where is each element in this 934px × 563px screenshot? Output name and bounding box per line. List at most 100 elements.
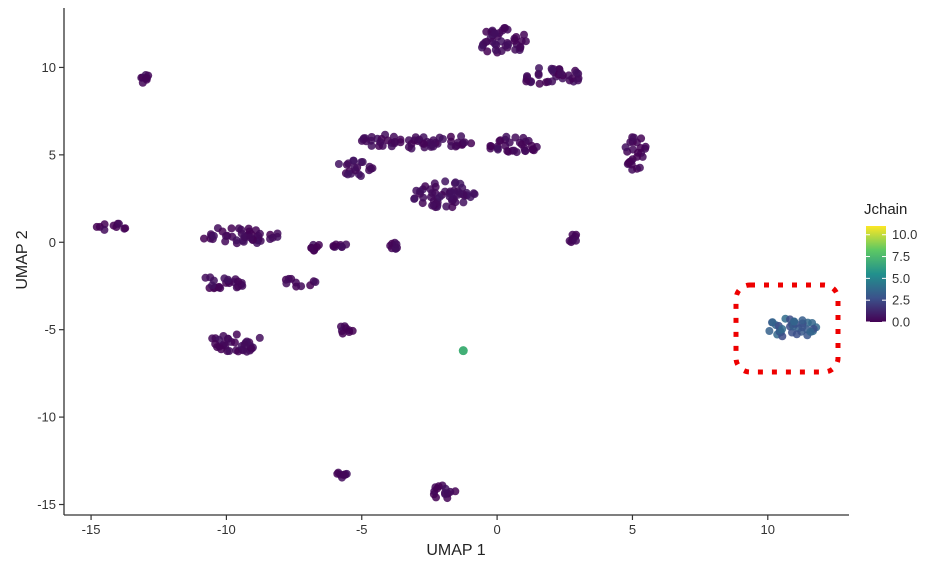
scatter-point [224, 334, 232, 343]
scatter-point [504, 40, 513, 49]
scatter-point [416, 187, 424, 196]
scatter-point [624, 159, 633, 168]
scatter-point [419, 139, 428, 148]
scatter-point [768, 318, 777, 327]
scatter-point [778, 325, 787, 333]
scatter-point [798, 323, 807, 332]
scatter-point [637, 134, 646, 143]
scatter-point [100, 220, 109, 229]
scatter-point [438, 135, 447, 143]
colorbar-gradient [866, 226, 886, 322]
scatter-point [521, 147, 530, 156]
y-axis-title: UMAP 2 [14, 230, 31, 289]
scatter-point [564, 71, 573, 80]
scatter-point [100, 225, 109, 234]
x-tick-label: -10 [217, 522, 236, 537]
scatter-point [448, 203, 457, 212]
scatter-point [459, 198, 468, 207]
cluster-12 [281, 274, 320, 291]
scatter-point [222, 232, 230, 240]
scatter-point [334, 160, 343, 168]
scatter-point [441, 177, 450, 186]
scatter-point [142, 75, 151, 84]
x-axis-title: UMAP 1 [426, 542, 485, 559]
scatter-point [574, 76, 582, 85]
scatter-point [333, 469, 342, 478]
scatter-point [121, 224, 130, 233]
scatter-point [211, 340, 220, 348]
cluster-19 [333, 468, 351, 482]
legend-title: Jchain [864, 201, 907, 218]
scatter-point [483, 47, 492, 56]
scatter-point [790, 317, 798, 326]
scatter-point [634, 148, 642, 157]
scatter-point [792, 330, 801, 339]
colorbar-tick-label: 5.0 [892, 271, 910, 286]
scatter-point [350, 163, 359, 172]
scatter-point [502, 132, 511, 141]
scatter-point [297, 282, 306, 291]
x-tick-label: 0 [493, 522, 500, 537]
scatter-point [245, 227, 254, 236]
scatter-point [255, 229, 264, 238]
scatter-point [572, 236, 580, 245]
scatter-point [441, 484, 450, 493]
scatter-point [230, 338, 239, 347]
scatter-point [557, 69, 565, 78]
cluster-10 [200, 224, 282, 248]
y-tick-label: -15 [37, 497, 56, 512]
scatter-point [516, 43, 525, 52]
scatter-point [486, 142, 495, 150]
scatter-point [497, 37, 506, 46]
scatter-point [404, 143, 413, 152]
scatter-point [495, 137, 504, 145]
scatter-point [482, 27, 491, 36]
scatter-point [519, 133, 528, 142]
cluster-16 [565, 230, 581, 247]
scatter-point [503, 147, 512, 156]
colorbar-ticks: 0.0 2.5 5.0 7.5 10.0 [866, 227, 917, 330]
scatter-point [460, 138, 469, 147]
scatter-point [432, 493, 440, 502]
scatter-point [446, 132, 455, 141]
scatter-point [517, 140, 526, 149]
scatter-point [232, 330, 241, 339]
scatter-point [225, 347, 234, 355]
scatter-point [426, 193, 435, 202]
cluster-18 [337, 322, 357, 338]
scatter-point [493, 145, 502, 154]
scatter-point [511, 133, 520, 142]
colorbar-tick-label: 10.0 [892, 227, 917, 242]
scatter-point [433, 484, 442, 493]
cluster-11 [201, 273, 247, 293]
scatter-point [535, 64, 543, 73]
scatter-point [217, 345, 226, 354]
scatter-point [311, 278, 320, 286]
scatter-point [208, 281, 216, 290]
y-tick-label: 5 [49, 147, 56, 162]
scatter-point [339, 470, 348, 479]
scatter-point [491, 40, 499, 49]
scatter-point [200, 234, 208, 243]
scatter-point [534, 71, 543, 79]
colorbar-tick-label: 7.5 [892, 249, 910, 264]
scatter-point [419, 193, 428, 202]
x-tick-label: 10 [761, 522, 775, 537]
scatter-point [392, 240, 401, 249]
y-axis-ticks: -15 -10 -5 0 5 10 [37, 60, 64, 512]
x-tick-label: -5 [356, 522, 368, 537]
scatter-point [467, 139, 476, 148]
colorbar-legend: Jchain 0.0 2.5 5.0 7.5 10.0 [864, 201, 917, 330]
cluster-6 [486, 132, 541, 157]
scatter-point [522, 77, 531, 86]
scatter-point [383, 136, 392, 145]
scatter-point [451, 178, 460, 187]
scatter-point [454, 190, 463, 199]
scatter-point [535, 79, 544, 88]
scatter-point [429, 136, 438, 145]
scatter-point [367, 133, 376, 141]
scatter-point [376, 138, 385, 147]
scatter-point [527, 141, 536, 150]
scatter-point [457, 132, 466, 141]
